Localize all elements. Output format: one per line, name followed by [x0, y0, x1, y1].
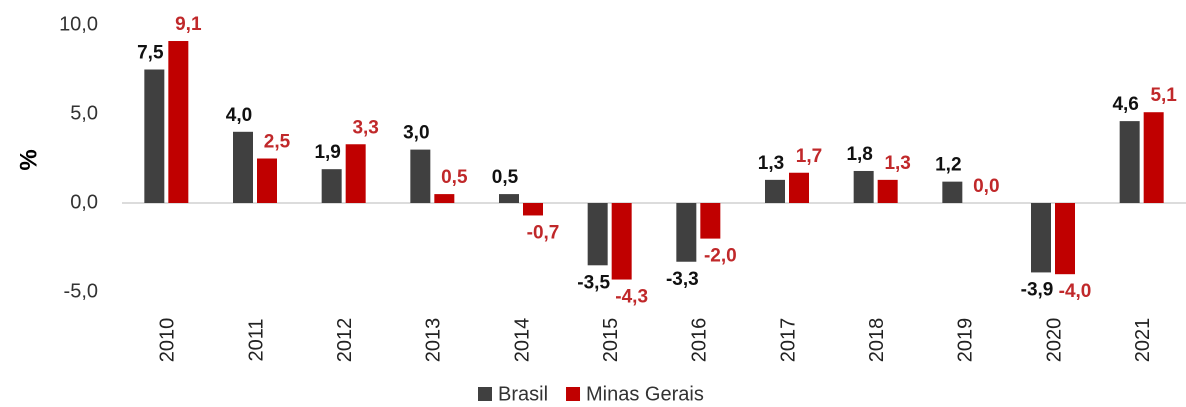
- bar: [942, 181, 963, 203]
- data-label: 1,8: [846, 144, 872, 165]
- bar: [676, 203, 697, 262]
- data-label: -3,9: [1021, 279, 1054, 300]
- x-tick-label: 2020: [1043, 318, 1065, 363]
- bar: [700, 203, 721, 239]
- data-label: 5,1: [1150, 85, 1177, 106]
- data-label: 1,3: [884, 153, 910, 174]
- data-label: 1,9: [314, 142, 340, 163]
- bar: [853, 170, 874, 203]
- legend-swatch: [478, 387, 492, 401]
- data-label: -4,3: [615, 287, 648, 308]
- bar: [434, 194, 455, 203]
- data-label: 0,0: [973, 176, 999, 197]
- data-label: 7,5: [137, 43, 164, 64]
- data-label: -3,3: [666, 269, 699, 290]
- bar: [144, 69, 165, 203]
- x-tick-label: 2018: [866, 318, 888, 363]
- bar: [1143, 112, 1164, 203]
- data-label: -0,7: [527, 222, 560, 243]
- bar: [765, 179, 785, 203]
- data-label: 4,6: [1112, 94, 1138, 115]
- bar: [233, 131, 253, 203]
- x-tick-label: 2017: [777, 318, 799, 363]
- bar: [789, 172, 809, 203]
- x-tick-label: 2021: [1132, 318, 1154, 363]
- bar: [168, 41, 189, 203]
- bar: [611, 203, 632, 280]
- bar: [321, 169, 342, 203]
- bar: [877, 179, 898, 203]
- data-label: -3,5: [577, 272, 610, 293]
- data-label: 0,5: [492, 167, 519, 188]
- data-label: 3,3: [352, 117, 378, 138]
- y-tick-label: 0,0: [70, 191, 98, 213]
- legend-swatch: [566, 387, 581, 401]
- bar: [587, 203, 608, 266]
- x-tick-label: 2016: [689, 318, 711, 363]
- data-label: 1,2: [935, 155, 961, 176]
- bar: [523, 203, 543, 216]
- bar: [1031, 203, 1051, 273]
- data-label: 4,0: [226, 105, 252, 126]
- y-tick-label: 10,0: [59, 13, 98, 35]
- x-tick-label: 2015: [600, 318, 622, 363]
- y-tick-label: 5,0: [70, 102, 98, 124]
- data-label: 0,5: [441, 167, 468, 188]
- data-label: 3,0: [403, 123, 429, 144]
- data-label: 9,1: [175, 14, 202, 35]
- bar: [410, 149, 431, 203]
- y-axis-title: %: [15, 149, 42, 170]
- x-tick-label: 2011: [245, 318, 267, 361]
- legend-label: Minas Gerais: [586, 383, 704, 405]
- data-label: 2,5: [264, 132, 291, 153]
- data-label: -2,0: [704, 246, 737, 267]
- y-tick-label: -5,0: [64, 280, 98, 302]
- bar: [1055, 203, 1075, 275]
- bar: [345, 144, 366, 203]
- bar: [257, 158, 277, 203]
- x-tick-label: 2013: [423, 318, 445, 363]
- bar: [1119, 121, 1140, 203]
- bar: [499, 194, 519, 203]
- legend-label: Brasil: [498, 383, 548, 405]
- x-tick-label: 2010: [157, 318, 179, 363]
- data-label: 1,7: [796, 146, 822, 167]
- x-tick-label: 2019: [955, 318, 977, 363]
- data-label: 1,3: [758, 153, 784, 174]
- x-tick-label: 2014: [511, 318, 533, 363]
- x-tick-label: 2012: [334, 318, 356, 363]
- data-label: -4,0: [1059, 281, 1092, 302]
